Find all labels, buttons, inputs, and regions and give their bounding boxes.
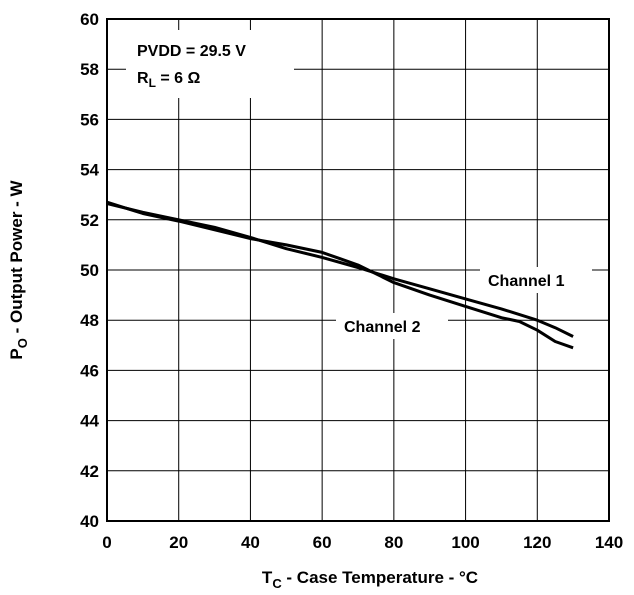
annotation-load-sub: L [149,76,156,90]
x-tick-label: 20 [169,533,188,552]
x-tick-label: 80 [384,533,403,552]
channel-2-label: Channel 2 [344,319,421,336]
y-tick-label: 54 [80,161,99,180]
annotation-load: RL = 6 Ω [137,70,200,90]
annotation-load-rest: = 6 Ω [156,70,201,87]
y-tick-label: 60 [80,10,99,29]
annotation: PVDD = 29.5 V RL = 6 Ω [126,30,294,98]
y-tick-label: 56 [80,110,99,129]
channel-2-label-background [336,313,448,339]
x-tick-label: 0 [102,533,111,552]
x-tick-label: 140 [595,533,623,552]
y-tick-label: 50 [80,261,99,280]
series-lines [106,200,574,350]
y-tick-label: 40 [80,512,99,531]
y-tick-label: 48 [80,311,99,330]
y-tick-label: 58 [80,60,99,79]
series-line-channel-2 [106,200,574,350]
y-axis-label: PO - Output Power - W [7,179,30,359]
x-tick-label: 100 [451,533,479,552]
x-tick-label: 120 [523,533,551,552]
y-tick-label: 46 [80,361,99,380]
y-tick-label: 42 [80,462,99,481]
y-axis-label-sub: O [15,338,30,348]
annotation-background [126,30,294,98]
x-axis-label-sub: C [272,576,282,590]
plot-frame [106,18,610,522]
channel-1-label-background [480,267,592,293]
y-tick-label: 44 [80,412,99,431]
x-tick-labels: 0 20 40 60 80 100 120 140 [102,533,623,552]
y-axis-label-main: P [7,348,26,359]
y-tick-label: 52 [80,211,99,230]
x-axis-label-main: T [262,568,273,587]
x-axis-label-rest: - Case Temperature - °C [282,568,478,587]
series-line-channel-1 [106,202,574,338]
y-tick-labels: 40 42 44 46 48 50 52 54 56 58 60 [80,10,99,531]
y-axis-label-rest: - Output Power - W [7,179,26,338]
annotation-pvdd: PVDD = 29.5 V [137,43,246,60]
channel-1-label: Channel 1 [488,273,565,290]
x-axis-label: TC - Case Temperature - °C [262,568,478,590]
x-tick-label: 60 [313,533,332,552]
annotation-load-main: R [137,70,149,87]
x-tick-label: 40 [241,533,260,552]
